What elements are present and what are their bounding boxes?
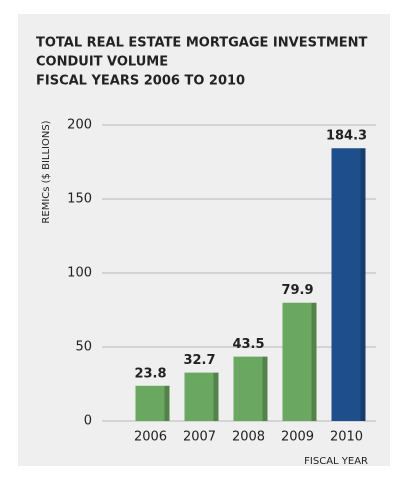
x-tick-label: 2008 xyxy=(232,430,265,445)
bar xyxy=(331,148,366,421)
x-axis-label: FISCAL YEAR xyxy=(304,456,368,467)
data-label: 79.9 xyxy=(281,283,313,298)
data-label: 32.7 xyxy=(183,353,215,368)
x-tick-label: 2006 xyxy=(134,430,167,445)
y-tick-label: 200 xyxy=(67,118,92,133)
data-label: 23.8 xyxy=(134,366,166,381)
bar xyxy=(282,302,317,421)
x-tick-label: 2007 xyxy=(183,430,216,445)
x-tick-label: 2009 xyxy=(281,430,314,445)
data-label: 184.3 xyxy=(326,129,367,144)
data-label: 43.5 xyxy=(232,337,264,352)
bar xyxy=(135,385,170,421)
y-tick-label: 50 xyxy=(75,340,92,355)
y-tick-label: 0 xyxy=(84,414,92,429)
x-tick-label: 2010 xyxy=(330,430,363,445)
y-tick-label: 100 xyxy=(67,266,92,281)
y-tick-label: 150 xyxy=(67,192,92,207)
chart-title: TOTAL REAL ESTATE MORTGAGE INVESTMENT xyxy=(36,36,368,51)
bar xyxy=(233,356,268,421)
chart-title: FISCAL YEARS 2006 TO 2010 xyxy=(36,74,245,89)
bar xyxy=(184,372,219,421)
chart-title: CONDUIT VOLUME xyxy=(36,55,168,70)
y-axis-label: REMICs ($ BILLIONS) xyxy=(41,120,52,223)
